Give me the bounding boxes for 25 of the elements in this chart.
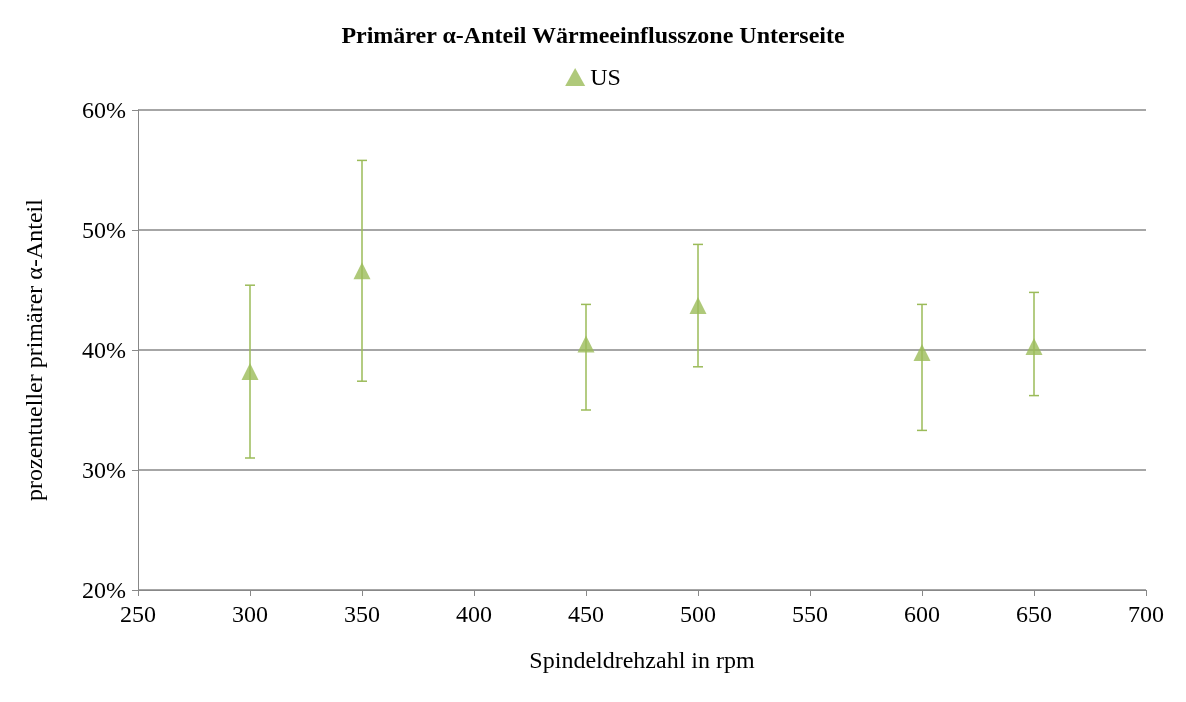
x-tick-label: 500 [680, 601, 716, 627]
y-tick-label: 30% [82, 457, 126, 483]
chart-title: Primärer α-Anteil Wärmeeinflusszone Unterseite [341, 22, 845, 48]
y-tick-label: 40% [82, 337, 126, 363]
x-tick-label: 600 [904, 601, 940, 627]
y-tick-label: 60% [82, 97, 126, 123]
y-axis-title: prozentueller primärer α-Anteil [21, 198, 47, 501]
x-tick-label: 300 [232, 601, 268, 627]
point [689, 297, 707, 315]
x-tick-label: 700 [1128, 601, 1164, 627]
x-tick-label: 450 [568, 601, 604, 627]
point [1025, 337, 1043, 355]
x-tick-label: 350 [344, 601, 380, 627]
y-tick-label: 20% [82, 577, 126, 603]
x-tick-label: 650 [1016, 601, 1052, 627]
point [913, 343, 931, 361]
y-tick-label: 50% [82, 217, 126, 243]
x-tick-label: 550 [792, 601, 828, 627]
point [353, 262, 371, 280]
point [577, 335, 595, 353]
point [241, 363, 259, 381]
legend-label: US [590, 64, 621, 90]
x-axis-title: Spindeldrehzahl in rpm [529, 647, 755, 673]
x-tick-label: 400 [456, 601, 492, 627]
x-tick-label: 250 [120, 601, 156, 627]
